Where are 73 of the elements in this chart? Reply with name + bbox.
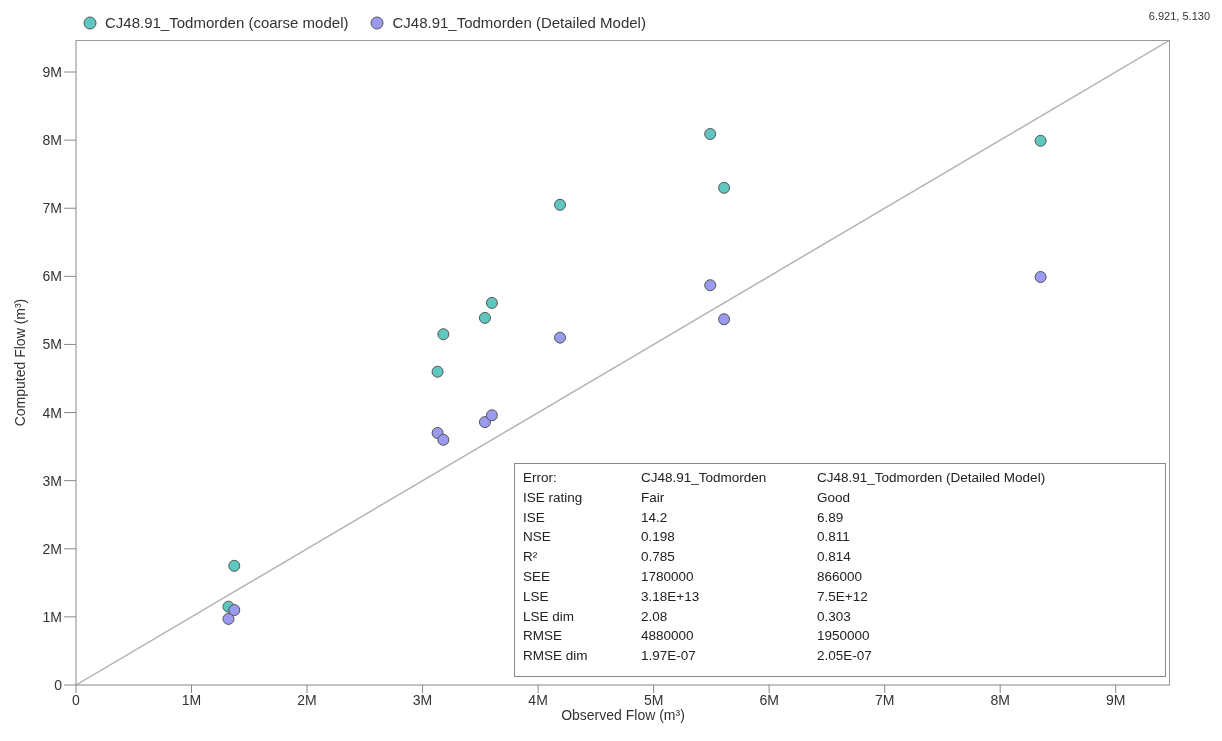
annotation: LSE — [523, 588, 550, 606]
x-tick-label: 3M — [412, 691, 433, 708]
point — [718, 181, 731, 194]
annotation: 0.811 — [817, 529, 850, 547]
annotation: LSE dim — [523, 608, 576, 626]
annotation: CJ48.91_Todmorden — [641, 470, 768, 487]
point — [485, 296, 498, 309]
point — [718, 313, 731, 326]
annotation: 0.198 — [641, 529, 676, 547]
annotation: SEE — [523, 568, 551, 586]
annotation: Fair — [641, 489, 666, 507]
point — [1034, 271, 1047, 284]
x-tick-label: 6M — [759, 691, 779, 708]
y-tick-label: 5M — [42, 336, 62, 353]
point — [437, 328, 450, 341]
point — [437, 433, 450, 446]
x-tick-label: 2M — [297, 691, 317, 708]
point — [485, 409, 498, 422]
point — [478, 311, 491, 324]
legend-label: CJ48.91_Todmorden (Detailed Model) — [392, 14, 646, 31]
annotation: 2.05E-07 — [817, 648, 872, 666]
annotation: 866000 — [817, 568, 863, 586]
y-tick-label: 7M — [42, 200, 62, 217]
point — [704, 127, 717, 140]
y-tick-label: 4M — [42, 404, 62, 421]
annotation: RMSE dim — [523, 648, 589, 666]
x-tick-label: 8M — [990, 691, 1010, 708]
y-tick-label: 9M — [42, 63, 62, 80]
annotation: 7.5E+12 — [817, 588, 868, 606]
annotation: ISE — [523, 509, 546, 527]
annotation: RMSE — [523, 628, 563, 646]
x-axis-title: Observed Flow (m³) — [561, 707, 685, 723]
annotation: Good — [817, 489, 851, 507]
annotation: 14.2 — [641, 509, 669, 527]
annotation: Error: — [523, 470, 558, 487]
point — [431, 365, 444, 378]
text: 6.921, 5.130 — [1148, 10, 1210, 22]
annotation: 4880000 — [641, 628, 695, 646]
point — [228, 559, 241, 572]
annotation: 1950000 — [817, 628, 870, 646]
legend-label: CJ48.91_Todmorden (coarse model) — [105, 14, 349, 31]
x-tick-label: 9M — [1105, 691, 1126, 708]
y-axis-title: Computed Flow (m³) — [11, 298, 28, 427]
y-tick-label: 2M — [42, 540, 62, 557]
point — [478, 416, 491, 429]
annotation: 1.97E-07 — [641, 648, 697, 666]
annotation: 2.08 — [641, 608, 669, 626]
y-tick-label: 0 — [54, 676, 63, 693]
point — [222, 612, 235, 625]
x-tick-label: 5M — [643, 691, 664, 708]
point — [228, 604, 241, 617]
annotation: 0.785 — [641, 549, 676, 567]
annotation: 6.89 — [817, 509, 844, 527]
x-tick-label: 1M — [181, 691, 202, 708]
annotation: 0.814 — [817, 549, 851, 567]
annotation: NSE — [523, 529, 552, 547]
annotation: R² — [523, 549, 539, 567]
point — [1034, 134, 1047, 147]
y-tick-label: 1M — [42, 608, 62, 625]
point — [554, 331, 567, 344]
y-tick-label: 3M — [42, 472, 62, 489]
x-tick-label: 4M — [528, 691, 548, 708]
annotation: 1780000 — [641, 568, 695, 586]
x-tick-label: 0 — [72, 691, 81, 708]
y-tick-label: 8M — [42, 132, 62, 149]
annotation: ISE rating — [523, 489, 584, 507]
x-tick-label: 7M — [874, 691, 895, 708]
point — [704, 279, 717, 292]
y-tick-label: 6M — [42, 268, 62, 285]
annotation: 3.18E+13 — [641, 588, 701, 606]
annotation: 0.303 — [817, 608, 851, 626]
point — [554, 198, 567, 211]
annotation: CJ48.91_Todmorden (Detailed Model) — [817, 470, 1046, 487]
